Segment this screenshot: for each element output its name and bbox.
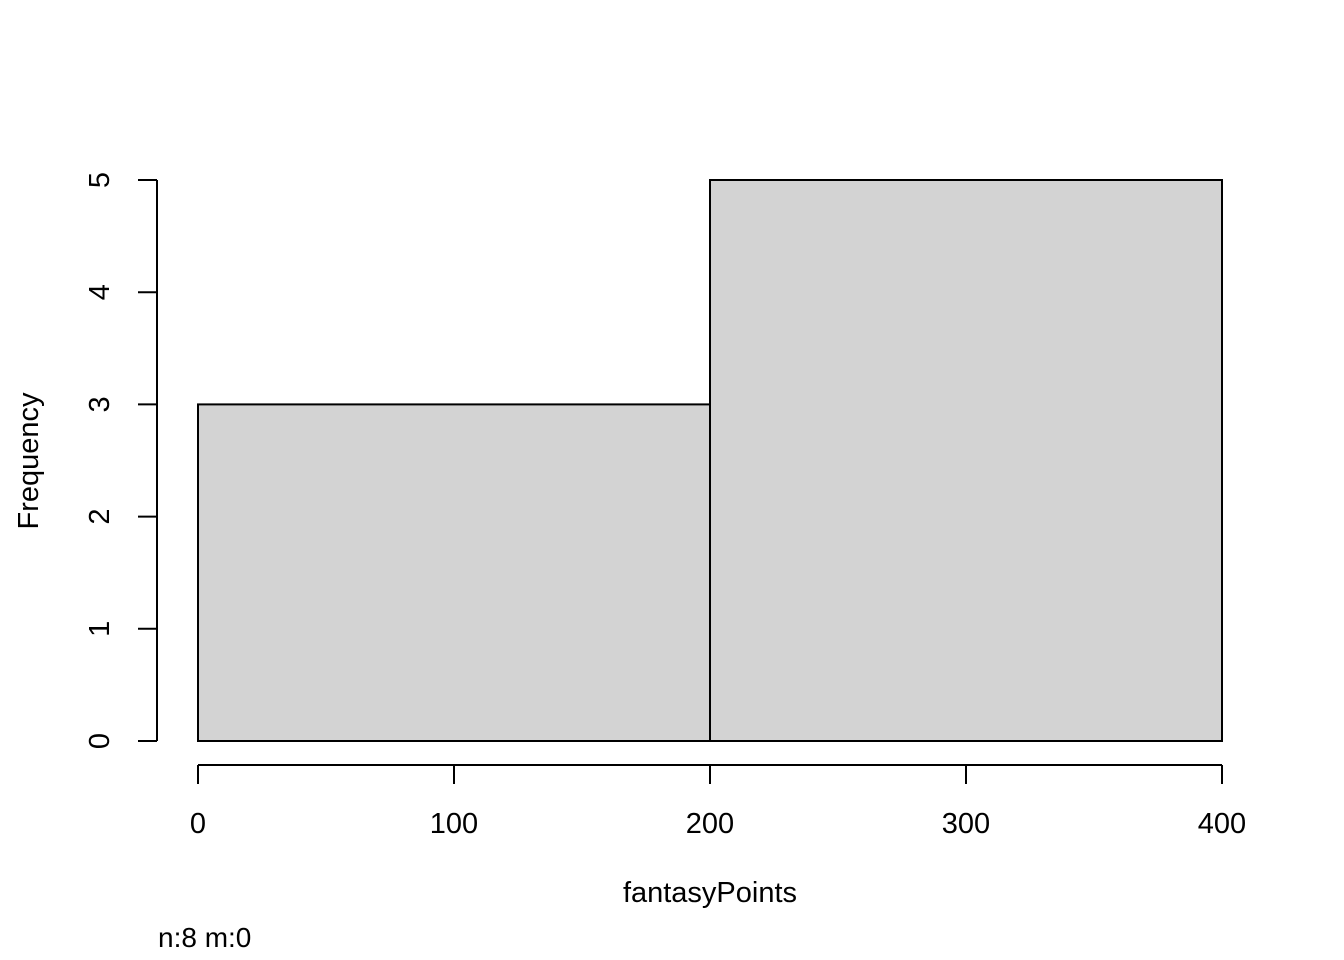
y-axis-title: Frequency	[13, 392, 45, 530]
histogram-bar-1	[709, 179, 1223, 742]
histogram-bar-0	[197, 403, 711, 742]
y-tick-label-0: 0	[84, 733, 116, 749]
x-tick-label-4: 400	[1198, 808, 1246, 840]
y-tick-label-3: 3	[84, 396, 116, 412]
x-axis-title: fantasyPoints	[623, 877, 797, 909]
x-tick-label-2: 200	[686, 808, 734, 840]
x-tick-label-0: 0	[190, 808, 206, 840]
sample-size-note: n:8 m:0	[158, 922, 251, 953]
y-tick-label-4: 4	[84, 284, 116, 300]
y-axis: 0 1 2 3 4 5	[84, 172, 158, 749]
x-tick-label-3: 300	[942, 808, 990, 840]
x-axis: 0 100 200 300 400	[190, 764, 1246, 840]
y-tick-label-5: 5	[84, 172, 116, 188]
histogram-bars	[197, 179, 1223, 742]
y-tick-label-1: 1	[84, 621, 116, 637]
y-tick-label-2: 2	[84, 509, 116, 525]
x-tick-label-1: 100	[430, 808, 478, 840]
